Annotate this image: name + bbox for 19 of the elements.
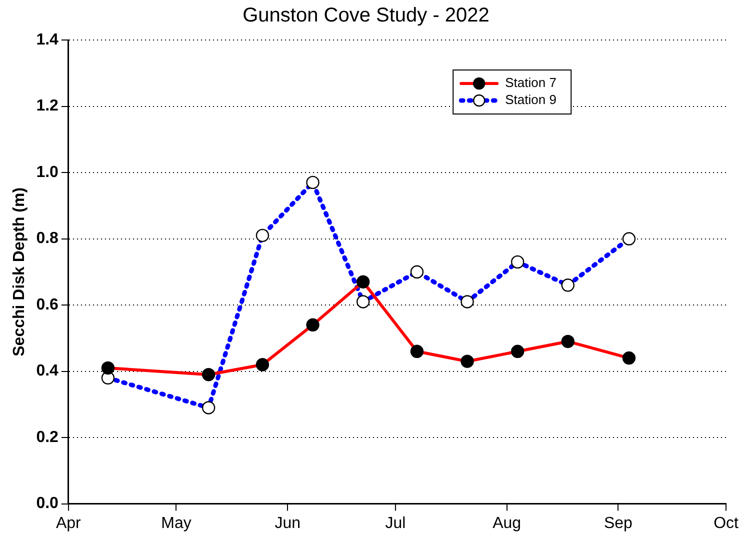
y-tick-label: 0.4 xyxy=(36,362,59,380)
x-tick-label: Jun xyxy=(274,514,301,532)
y-tick-label: 0.8 xyxy=(36,230,59,248)
y-tick-label: 0.6 xyxy=(36,296,59,314)
x-tick-label: Oct xyxy=(714,514,739,532)
legend-label: Station 7 xyxy=(505,75,556,90)
legend-label: Station 9 xyxy=(505,92,556,108)
y-tick-label: 0.2 xyxy=(36,428,59,446)
y-tick-label: 1.0 xyxy=(36,164,59,181)
x-tick-label: May xyxy=(161,514,192,532)
chart-title: Gunston Cove Study - 2022 xyxy=(242,4,490,27)
x-tick-label: Sep xyxy=(604,514,633,532)
x-tick-label: Aug xyxy=(492,514,522,532)
x-tick-label: Jul xyxy=(385,514,406,532)
y-tick-label: 1.2 xyxy=(36,98,59,115)
y-tick-label: 0.0 xyxy=(36,495,59,512)
y-axis-title: Secchi Disk Depth (m) xyxy=(11,187,28,356)
y-tick-label: 1.4 xyxy=(36,31,59,48)
x-tick-label: Apr xyxy=(56,514,82,532)
